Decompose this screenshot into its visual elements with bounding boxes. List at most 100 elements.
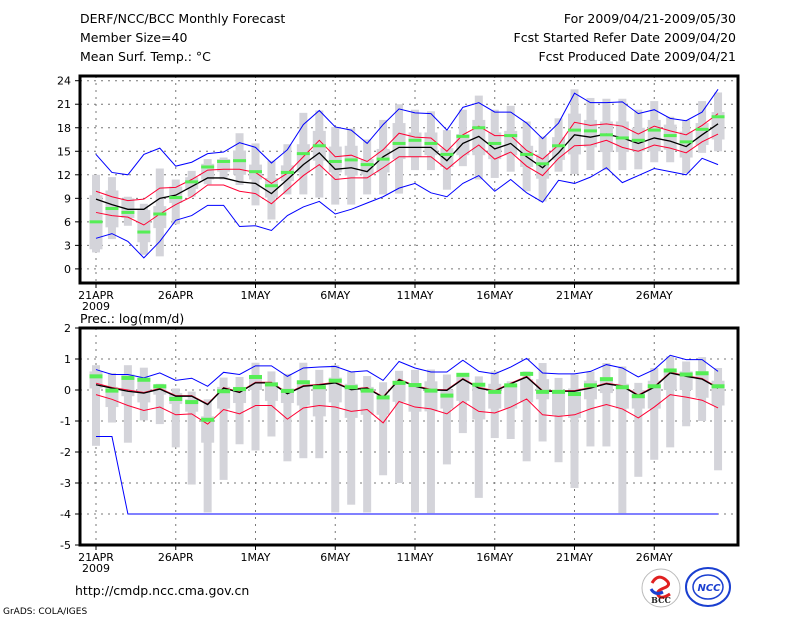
forecast-produced-date: Fcst Produced Date 2009/04/21 xyxy=(538,49,736,64)
ncc-logo: NCC xyxy=(685,567,731,607)
quartile-box xyxy=(568,113,581,155)
quartile-box xyxy=(360,386,374,415)
range-bar xyxy=(331,365,340,513)
range-bar xyxy=(363,376,372,513)
marker-point xyxy=(249,374,262,379)
quartile-box xyxy=(392,380,406,402)
quartile-box xyxy=(536,379,550,400)
marker-point xyxy=(137,377,151,382)
marker-point xyxy=(504,134,518,138)
range-bar xyxy=(522,371,531,462)
range-bar xyxy=(283,373,292,462)
x-tick-label: 26APR xyxy=(158,551,194,564)
range-bar xyxy=(267,371,276,437)
marker-point xyxy=(599,377,613,382)
footer-url[interactable]: http://cmdp.ncc.cma.gov.cn xyxy=(75,583,249,598)
x-tick-label: 6MAY xyxy=(320,289,350,302)
quartile-box xyxy=(376,394,390,415)
marker-point xyxy=(440,152,454,156)
quartile-box xyxy=(711,112,725,140)
quartile-box xyxy=(137,377,151,403)
range-bar xyxy=(666,356,675,448)
marker-point xyxy=(217,159,231,163)
quartile-box xyxy=(296,144,310,173)
range-bar xyxy=(155,383,164,425)
marker-point xyxy=(376,157,390,161)
marker-point xyxy=(360,388,374,393)
marker-point xyxy=(312,144,326,148)
precip-panel-title: Prec.: log(mm/d) xyxy=(80,311,184,326)
series-lower-line xyxy=(95,394,719,425)
marker-point xyxy=(552,144,566,148)
marker-point xyxy=(201,165,215,169)
marker-point xyxy=(296,152,310,156)
marker-point xyxy=(392,141,406,145)
marker-point xyxy=(631,394,645,399)
quartile-box xyxy=(440,148,454,167)
marker-point xyxy=(233,387,247,392)
marker-point xyxy=(201,417,215,422)
x-year-label: 2009 xyxy=(82,562,110,575)
quartile-box xyxy=(695,371,709,398)
marker-point xyxy=(440,393,454,398)
range-bar xyxy=(650,367,659,460)
variable-label: Mean Surf. Temp.: °C xyxy=(80,49,211,64)
quartile-box xyxy=(153,385,167,395)
marker-point xyxy=(328,378,342,383)
marker-point xyxy=(153,384,167,389)
y-tick-label: 21 xyxy=(57,98,71,111)
x-tick-label: 21APR xyxy=(78,289,114,302)
quartile-box xyxy=(456,134,470,156)
marker-point xyxy=(280,170,294,174)
series-min-line xyxy=(95,157,719,259)
marker-point xyxy=(488,389,502,394)
series-min-line xyxy=(96,436,719,515)
figure-title: DERF/NCC/BCC Monthly Forecast xyxy=(80,11,285,26)
y-tick-label: -1 xyxy=(60,415,71,428)
y-tick-label: 9 xyxy=(64,192,71,205)
marker-point xyxy=(185,400,199,405)
quartile-box xyxy=(296,380,310,406)
plot-frame xyxy=(78,74,740,285)
marker-point xyxy=(583,383,597,388)
range-bar xyxy=(379,382,388,476)
quartile-box xyxy=(440,390,454,409)
x-tick-label: 1MAY xyxy=(241,551,271,564)
range-bar xyxy=(299,362,308,459)
quartile-box xyxy=(488,132,502,160)
x-year-label: 2009 xyxy=(82,300,110,313)
marker-point xyxy=(568,128,581,132)
y-tick-label: 1 xyxy=(64,353,71,366)
quartile-box xyxy=(599,121,613,153)
marker-point xyxy=(568,392,581,397)
marker-point xyxy=(520,152,534,156)
range-bar xyxy=(538,363,547,442)
series-mean-line xyxy=(95,372,719,406)
marker-point xyxy=(280,388,294,393)
marker-point xyxy=(312,385,326,390)
marker-point xyxy=(647,128,661,132)
x-tick-label: 26APR xyxy=(158,289,194,302)
bcc-logo-text: BCC xyxy=(651,595,671,605)
quartile-box xyxy=(472,386,486,420)
range-bar xyxy=(554,377,563,463)
forecast-started-date: Fcst Started Refer Date 2009/04/20 xyxy=(514,30,737,45)
y-tick-label: 3 xyxy=(64,239,71,252)
marker-point xyxy=(695,127,709,131)
range-bar xyxy=(123,365,132,443)
marker-point xyxy=(679,140,693,144)
quartile-box xyxy=(504,386,518,409)
quartile-box xyxy=(264,382,278,401)
marker-point xyxy=(121,375,135,380)
marker-point xyxy=(536,389,550,394)
marker-point xyxy=(344,385,358,390)
y-tick-label: 6 xyxy=(64,216,71,229)
y-tick-label: -5 xyxy=(60,539,71,552)
quartile-box xyxy=(488,383,502,409)
marker-point xyxy=(615,136,629,140)
grads-credit: GrADS: COLA/IGES xyxy=(3,607,87,617)
marker-point xyxy=(583,129,597,133)
y-tick-label: 24 xyxy=(57,75,71,88)
bcc-logo: BCC xyxy=(641,568,681,608)
marker-point xyxy=(424,141,438,145)
